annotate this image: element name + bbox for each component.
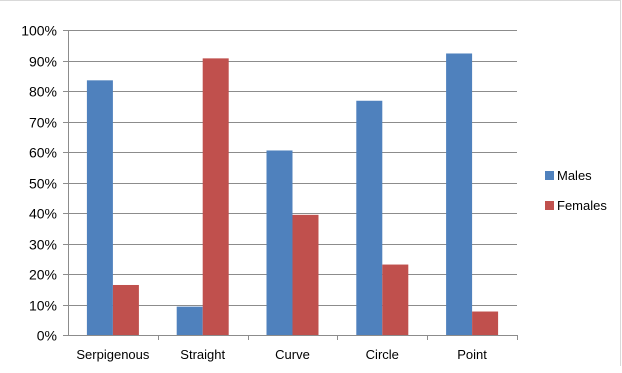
y-tick-label: 90% [29, 54, 57, 70]
bar-males-curve [266, 150, 293, 335]
bar-females-straight [202, 58, 229, 336]
x-tick-label: Circle [366, 347, 399, 362]
y-tick-label: 60% [29, 145, 57, 161]
legend-swatch [545, 171, 554, 180]
bars [86, 53, 499, 336]
y-tick-label: 20% [29, 267, 57, 283]
y-tick-label: 70% [29, 115, 57, 131]
x-tick-label: Serpigenous [76, 347, 149, 362]
chart-frame: 0% 10% 20% 30% 40% 50% 60% 70% 80% 90% 100% Serpig… [0, 0, 621, 366]
y-tick-labels: 0% 10% 20% 30% 40% 50% 60% 70% 80% 90% 100% [21, 23, 57, 344]
x-tick-label: Curve [275, 347, 310, 362]
bar-females-serpigenous [112, 284, 139, 335]
y-tick-label: 80% [29, 84, 57, 100]
bar-females-circle [382, 264, 409, 335]
y-tick-label: 0% [37, 328, 57, 344]
legend-swatch [545, 201, 554, 210]
y-tick-label: 10% [29, 298, 57, 314]
y-tick-label: 50% [29, 176, 57, 192]
bar-males-straight [176, 306, 203, 335]
legend: Males Females [545, 168, 607, 213]
bar-females-point [472, 311, 499, 335]
axes [63, 30, 518, 340]
y-tick-label: 30% [29, 237, 57, 253]
bar-males-serpigenous [86, 80, 113, 335]
bar-females-curve [292, 214, 319, 335]
y-tick-label: 40% [29, 206, 57, 222]
x-tick-label: Straight [180, 347, 225, 362]
legend-label: Females [557, 198, 607, 213]
legend-label: Males [557, 168, 592, 183]
y-tick-label: 100% [21, 23, 57, 39]
bar-males-point [446, 53, 473, 336]
x-tick-labels: Serpigenous Straight Curve Circle Point [76, 347, 487, 362]
bar-males-circle [356, 100, 383, 335]
x-tick-label: Point [457, 347, 487, 362]
